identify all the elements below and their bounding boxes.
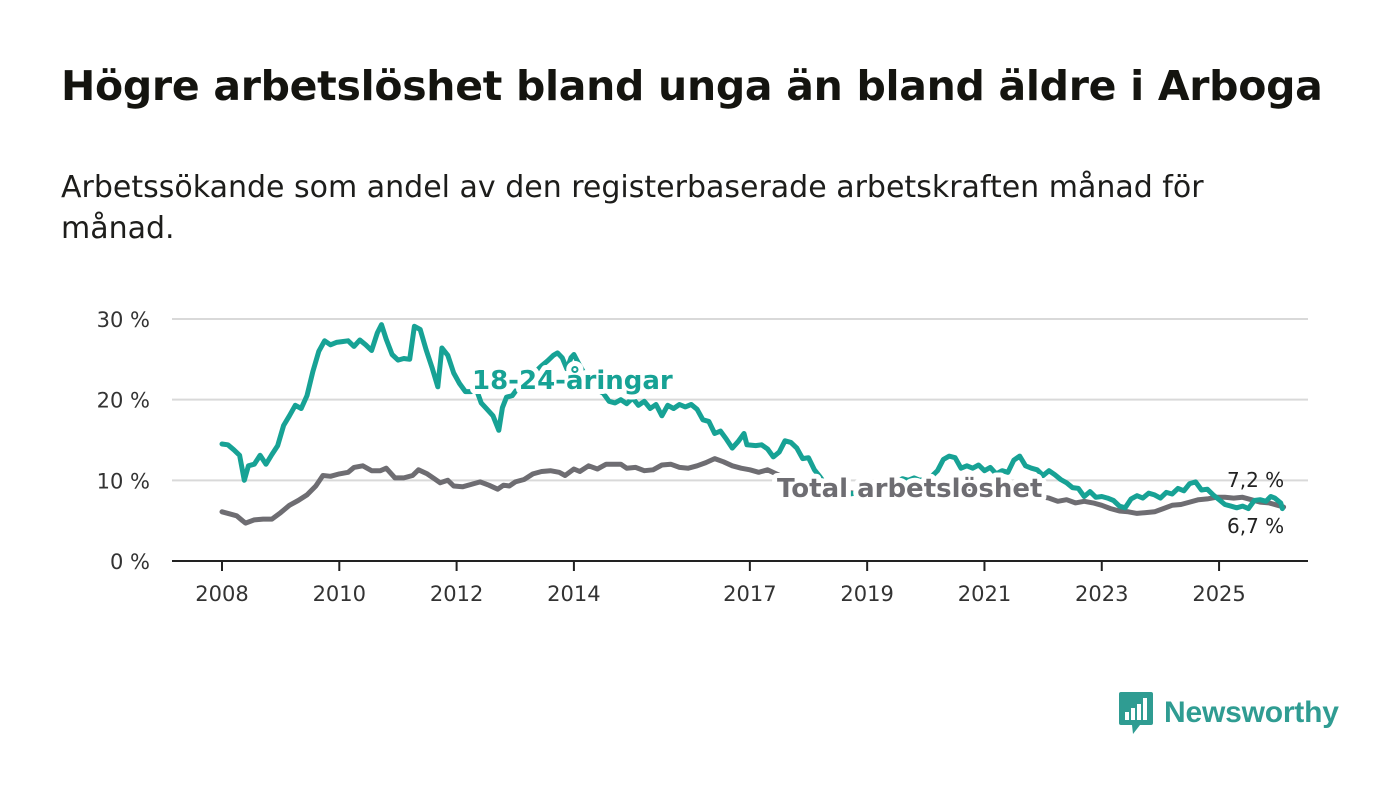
y-tick-label: 10 % bbox=[97, 469, 150, 493]
grid-lines bbox=[172, 318, 1308, 482]
series-line-youth bbox=[219, 322, 1285, 512]
series-label-total: Total arbetslöshet bbox=[777, 474, 1042, 504]
y-axis-ticks: 0 % 10 % 20 % 30 % bbox=[97, 308, 150, 574]
x-tick-label: 2017 bbox=[723, 582, 776, 606]
x-tick-label: 2012 bbox=[430, 582, 483, 606]
x-tick-label: 2010 bbox=[313, 582, 366, 606]
x-tick-label: 2008 bbox=[195, 582, 248, 606]
newsworthy-logo[interactable]: Newsworthy bbox=[1118, 690, 1339, 736]
chart-title: Högre arbetslöshet bland unga än bland ä… bbox=[61, 62, 1323, 110]
end-label-youth: 7,2 % bbox=[1227, 468, 1284, 492]
series-label-total-halo: Total arbetslöshet bbox=[777, 474, 1042, 504]
x-tick-label: 2023 bbox=[1075, 582, 1128, 606]
y-tick-label: 30 % bbox=[97, 308, 150, 332]
series-label-youth-halo: 18-24-åringar bbox=[472, 364, 673, 396]
x-tick-label: 2021 bbox=[958, 582, 1011, 606]
series-lines bbox=[219, 322, 1287, 526]
y-tick-label: 20 % bbox=[97, 389, 150, 413]
x-tick-label: 2019 bbox=[840, 582, 893, 606]
x-tick-label: 2025 bbox=[1192, 582, 1245, 606]
series-line-total bbox=[219, 456, 1287, 526]
series-label-youth: 18-24-åringar bbox=[472, 364, 673, 396]
newsworthy-chart-icon bbox=[1119, 692, 1153, 734]
x-axis-ticks: 2008 2010 2012 2014 2017 2019 2021 2023 2025 bbox=[195, 561, 1246, 606]
x-tick-label: 2014 bbox=[547, 582, 600, 606]
brand-name: Newsworthy bbox=[1164, 696, 1339, 729]
end-label-total: 6,7 % bbox=[1227, 514, 1284, 538]
y-tick-label: 0 % bbox=[110, 550, 150, 574]
chart-subtitle: Arbetssökande som andel av den registerb… bbox=[61, 170, 1204, 246]
